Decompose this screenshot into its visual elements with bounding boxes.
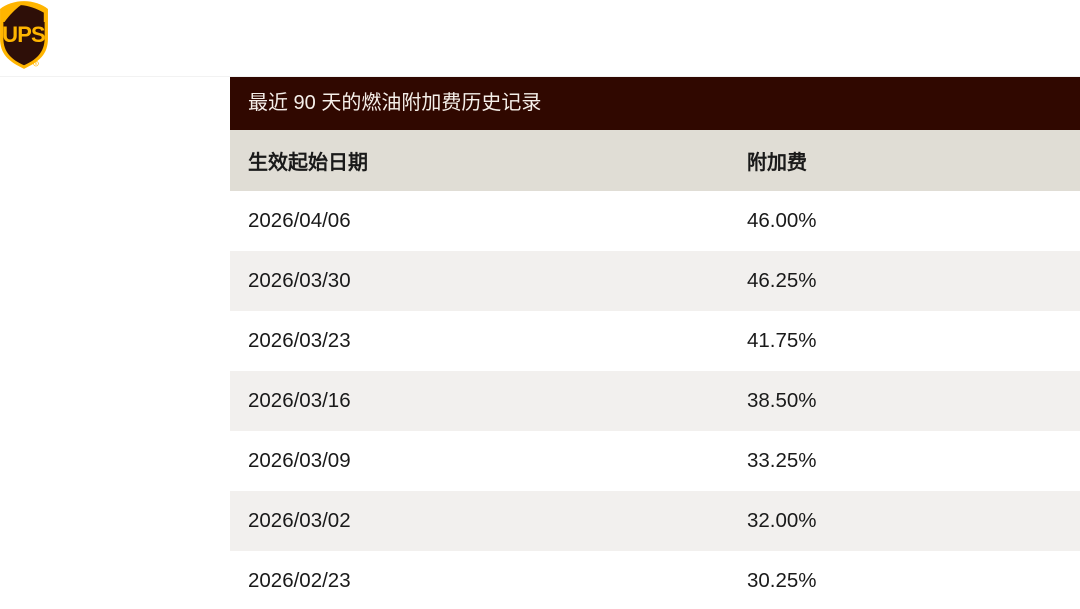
svg-text:UPS: UPS bbox=[2, 22, 45, 47]
